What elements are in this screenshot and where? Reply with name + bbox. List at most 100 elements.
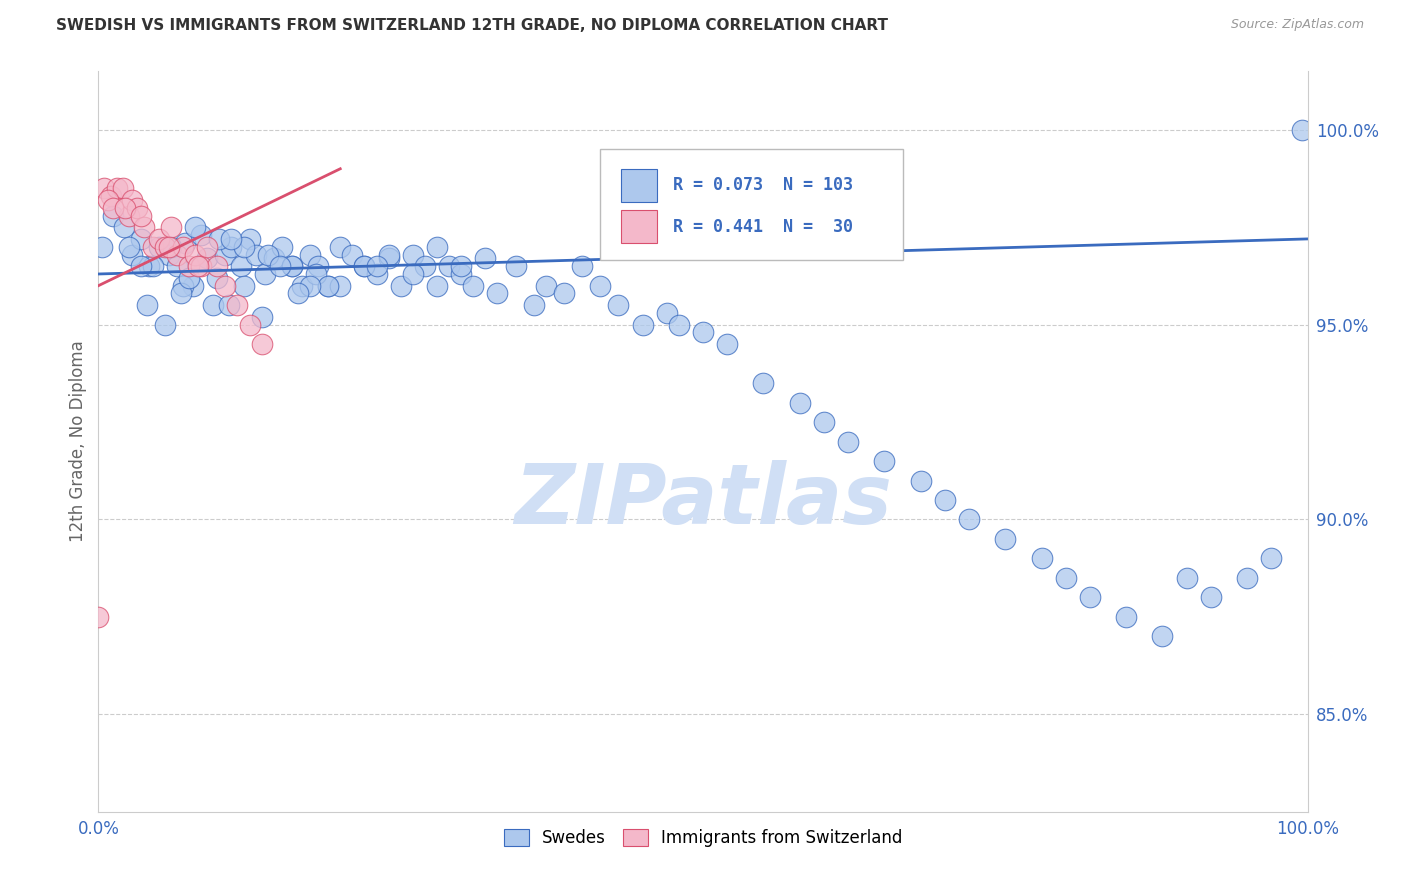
Point — [353, 259, 375, 273]
Point — [1031, 551, 1053, 566]
Point — [205, 259, 228, 273]
Point — [166, 247, 188, 261]
Point — [281, 259, 304, 273]
Point — [994, 532, 1017, 546]
Point — [254, 267, 277, 281]
Point — [148, 240, 170, 254]
Point — [534, 278, 557, 293]
Point — [208, 232, 231, 246]
Point — [166, 259, 188, 273]
Point — [1078, 591, 1101, 605]
Point — [1260, 551, 1282, 566]
Point — [100, 189, 122, 203]
Point — [299, 278, 322, 293]
Point — [263, 252, 285, 266]
Point — [589, 278, 612, 293]
Point — [1054, 571, 1077, 585]
Point — [353, 259, 375, 273]
Point — [160, 220, 183, 235]
Point — [190, 227, 212, 242]
FancyBboxPatch shape — [621, 169, 657, 202]
Point — [305, 267, 328, 281]
Point — [316, 278, 339, 293]
Point — [142, 240, 165, 254]
Text: R = 0.441  N =  30: R = 0.441 N = 30 — [672, 218, 853, 235]
Point — [121, 247, 143, 261]
Point — [134, 220, 156, 235]
Point — [269, 259, 291, 273]
Point — [450, 259, 472, 273]
Point — [184, 220, 207, 235]
Point — [957, 512, 980, 526]
Point — [910, 474, 932, 488]
Point — [245, 247, 267, 261]
Point — [226, 298, 249, 312]
Point — [553, 286, 575, 301]
Point — [308, 259, 330, 273]
Point — [157, 247, 180, 261]
Point — [813, 415, 835, 429]
Point — [129, 209, 152, 223]
Point — [1115, 610, 1137, 624]
Point — [187, 259, 209, 273]
Point — [105, 181, 128, 195]
Point — [655, 306, 678, 320]
Point — [169, 286, 191, 301]
Point — [232, 278, 254, 293]
Point — [571, 259, 593, 273]
Point — [214, 278, 236, 293]
Point — [174, 235, 197, 250]
Point — [1152, 629, 1174, 643]
Point — [101, 201, 124, 215]
Point — [426, 278, 449, 293]
Point — [426, 240, 449, 254]
Text: R = 0.073  N = 103: R = 0.073 N = 103 — [672, 177, 853, 194]
Point — [290, 278, 312, 293]
Point — [148, 232, 170, 246]
Point — [486, 286, 509, 301]
Point — [129, 232, 152, 246]
Point — [135, 298, 157, 312]
Text: ZIPatlas: ZIPatlas — [515, 460, 891, 541]
Point — [450, 267, 472, 281]
Point — [523, 298, 546, 312]
FancyBboxPatch shape — [621, 210, 657, 244]
Point — [157, 240, 180, 254]
Point — [668, 318, 690, 332]
Point — [250, 310, 273, 324]
Point — [692, 326, 714, 340]
Point — [195, 240, 218, 254]
Point — [172, 240, 194, 254]
Point — [271, 240, 294, 254]
Point — [190, 259, 212, 273]
Point — [413, 259, 436, 273]
Point — [221, 232, 243, 246]
Point — [789, 395, 811, 409]
Point — [299, 247, 322, 261]
Point — [752, 376, 775, 390]
Point — [873, 454, 896, 468]
Point — [287, 286, 309, 301]
Point — [87, 610, 110, 624]
Point — [179, 271, 201, 285]
Point — [607, 298, 630, 312]
Point — [342, 247, 364, 261]
Point — [172, 278, 194, 293]
Point — [153, 318, 176, 332]
Point — [239, 232, 262, 246]
Point — [256, 247, 278, 261]
Point — [316, 278, 339, 293]
Point — [121, 193, 143, 207]
Point — [631, 318, 654, 332]
Point — [329, 240, 352, 254]
Point — [281, 259, 304, 273]
Point — [402, 267, 425, 281]
Point — [1291, 123, 1313, 137]
Point — [389, 278, 412, 293]
Point — [153, 240, 176, 254]
Point — [221, 240, 243, 254]
Point — [142, 259, 165, 273]
Point — [114, 201, 136, 215]
Point — [93, 181, 115, 195]
Y-axis label: 12th Grade, No Diploma: 12th Grade, No Diploma — [69, 341, 87, 542]
